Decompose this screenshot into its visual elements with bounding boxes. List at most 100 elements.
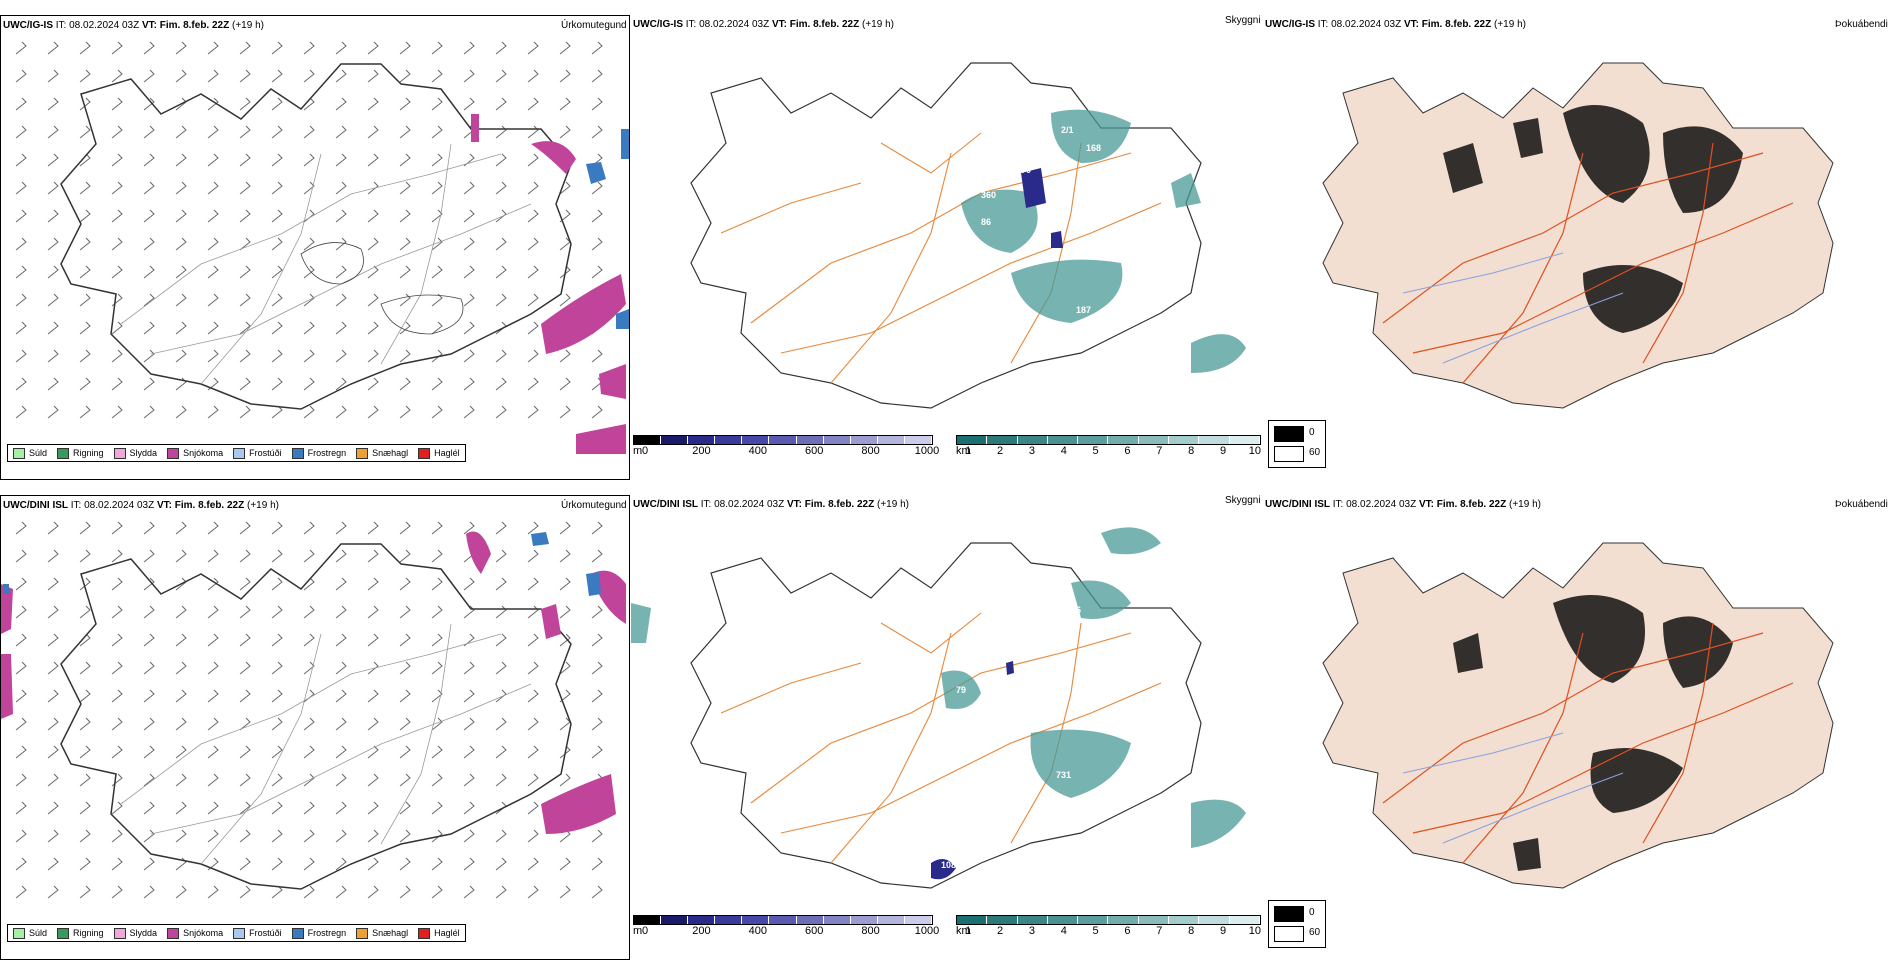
ceiling-colorbar: m 0 200 400 600 800 1000 — [633, 435, 939, 459]
panel-header: UWC/IG-IS IT: 08.02.2024 03Z VT: Fim. 8.… — [1265, 19, 1526, 30]
snow-area — [1, 531, 626, 834]
legend-swatch — [167, 927, 180, 939]
colorbar-tick: 1000 — [914, 925, 940, 937]
colorbar-tick: 6 — [1124, 925, 1131, 937]
colorbar-tick: 7 — [1156, 445, 1163, 457]
colorbar-tick: 200 — [692, 445, 711, 457]
precip-legend: Súld Rigning Slydda Snjókoma Frostúði Frostre… — [7, 444, 466, 462]
legend-item: Slydda — [113, 927, 158, 939]
legend-item: Snæhagl — [356, 927, 408, 939]
panel-header: UWC/IG-IS IT: 08.02.2024 03Z VT: Fim. 8.… — [3, 20, 264, 31]
colorbar-tick: 3 — [1028, 445, 1035, 457]
colorbar-tick: 1000 — [914, 445, 940, 457]
colorbar-tick: 2 — [996, 445, 1004, 457]
legend-label: Snjókoma — [183, 928, 224, 938]
panel-header: UWC/DINI ISL IT: 08.02.2024 03Z VT: Fim.… — [633, 499, 909, 510]
legend-swatch — [356, 447, 369, 459]
visibility-map: 79 264 731 108 26 — [631, 527, 1246, 889]
colorbar-tick: 1 — [965, 445, 972, 457]
legend-label: Súld — [29, 448, 48, 458]
legend-item: Snæhagl — [356, 447, 409, 459]
visibility-colorbar: km 1 2 3 4 5 6 7 8 9 10 — [956, 435, 1261, 459]
low-visibility-area — [961, 109, 1246, 374]
fog-dense — [1453, 595, 1733, 871]
legend-label: Frostúði — [249, 928, 282, 938]
visibility-panel-top: UWC/IG-IS IT: 08.02.2024 03Z VT: Fim. 8.… — [631, 15, 1261, 480]
colorbar-unit: m — [633, 445, 643, 457]
fog-panel-bottom: UWC/DINI ISL IT: 08.02.2024 03Z VT: Fim.… — [1263, 495, 1893, 960]
colorbar-tick: 8 — [1188, 445, 1195, 457]
glacier-outline — [300, 242, 464, 335]
fog-dense — [1443, 105, 1743, 333]
colorbar-tick: 1 — [965, 925, 972, 937]
visibility-value: 79 — [956, 685, 966, 695]
visibility-value: 160 — [1101, 195, 1116, 205]
road-network — [120, 143, 532, 385]
panel-title: Þokuábendi — [1835, 19, 1888, 30]
visibility-value: 187 — [1076, 305, 1091, 315]
ceiling-colorbar: m 0 200 400 600 800 1000 — [633, 915, 939, 939]
colorbar-tick: 10 — [1248, 925, 1262, 937]
visibility-value: 264 — [941, 725, 956, 735]
precip-panel-bottom: UWC/DINI ISL IT: 08.02.2024 03Z VT: Fim.… — [0, 495, 630, 960]
legend-label: Frostregn — [307, 928, 347, 938]
colorbar-tick: 8 — [1188, 925, 1195, 937]
legend-swatch — [13, 927, 25, 939]
colorbar-tick: 10 — [1248, 445, 1262, 457]
visibility-map: 2/1 168 170 360 160 224 86 521 187 — [690, 62, 1246, 409]
legend-item: Frostregn — [291, 447, 346, 459]
legend-item: Haglél — [418, 927, 460, 939]
fog-legend: 0 60 — [1268, 420, 1326, 468]
visibility-value: 521 — [1106, 235, 1121, 245]
precip-legend: Súld Rigning Slydda Snjókoma Frostúði Frostre… — [7, 924, 466, 942]
fog-legend: 0 60 — [1268, 900, 1326, 948]
legend-item: Snjókoma — [167, 927, 224, 939]
legend-swatch — [113, 927, 126, 939]
fog-map — [1322, 62, 1834, 409]
frost-area — [586, 129, 629, 329]
legend-swatch — [233, 447, 246, 459]
rivers — [1402, 252, 1624, 364]
colorbar-tick: 600 — [805, 445, 824, 457]
colorbar-tick: 9 — [1219, 925, 1227, 937]
frost-area — [3, 532, 601, 596]
legend-label: Rigning — [73, 448, 104, 458]
visibility-value: 108 — [941, 860, 956, 870]
colorbar-unit: m — [633, 925, 643, 937]
snow-area — [471, 114, 626, 454]
legend-swatch — [291, 927, 304, 939]
visibility-value: 170 — [1016, 165, 1031, 175]
legend-label: Snæhagl — [372, 448, 409, 458]
panel-header: UWC/IG-IS IT: 08.02.2024 03Z VT: Fim. 8.… — [633, 19, 894, 30]
colorbar-tick: 0 — [641, 445, 649, 457]
legend-item: Haglél — [418, 447, 460, 459]
panel-title: Þokuábendi — [1835, 499, 1888, 510]
visibility-value: 360 — [981, 190, 996, 200]
visibility-value: 2/1 — [1061, 125, 1074, 135]
legend-swatch — [57, 927, 70, 939]
colorbar-tick: 600 — [805, 925, 824, 937]
colorbar-tick: 800 — [861, 925, 880, 937]
colorbar-unit: km — [956, 925, 971, 937]
colorbar-tick: 400 — [748, 445, 767, 457]
wind-barbs — [15, 41, 603, 419]
visibility-value: 731 — [1056, 770, 1071, 780]
colorbar-tick: 7 — [1156, 925, 1163, 937]
legend-label: Súld — [29, 928, 48, 938]
legend-swatch — [113, 447, 126, 459]
colorbar-tick: 4 — [1060, 445, 1067, 457]
panel-title: Úrkomutegund — [561, 500, 627, 511]
visibility-values: 2/1 168 170 360 160 224 86 521 187 — [941, 125, 1121, 315]
legend-item: Rigning — [57, 927, 104, 939]
legend-label: Slydda — [129, 928, 158, 938]
low-visibility-area — [631, 527, 1246, 848]
road-network — [720, 132, 1162, 384]
legend-item: Slydda — [113, 447, 157, 459]
colorbar-tick: 800 — [861, 445, 880, 457]
colorbar-tick: 5 — [1092, 445, 1099, 457]
panel-title: Úrkomutegund — [561, 20, 627, 31]
legend-swatch — [233, 927, 246, 939]
legend-item: Frostúði — [233, 927, 282, 939]
legend-swatch — [418, 447, 431, 459]
panel-title: Skyggni — [1225, 15, 1261, 26]
